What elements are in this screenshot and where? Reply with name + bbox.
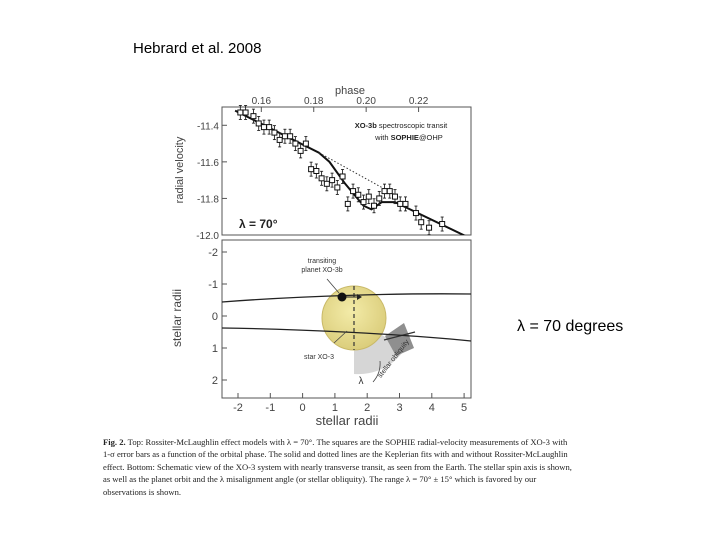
- top-ytick-label: -11.4: [197, 121, 219, 132]
- lambda-arc: [372, 360, 381, 383]
- planet-orbit-bottom: [221, 327, 472, 342]
- bottom-ylabel: stellar radii: [170, 289, 184, 347]
- rv-measurement: [412, 205, 419, 221]
- bottom-ytick-label: -1: [208, 279, 218, 291]
- spin-axis-tilted: [383, 331, 416, 341]
- rv-measurement: [376, 190, 383, 206]
- rv-measurement: [329, 172, 336, 188]
- bottom-ytick-label: -2: [208, 247, 218, 259]
- bottom-xtick-label: 3: [396, 402, 402, 414]
- top-ytick-label: -11.8: [197, 194, 219, 205]
- rv-measurement: [242, 105, 249, 120]
- rv-measurement: [339, 169, 346, 184]
- top-panel: phase 0.16 0.18 0.20 0.22 -11.4 -11.6 -11.8 -1…: [174, 85, 472, 242]
- rv-measurement: [323, 176, 330, 192]
- planet-orbit-top: [221, 293, 472, 303]
- rv-measurement: [302, 136, 309, 152]
- rv-measurement: [276, 132, 283, 148]
- orbit-arrow-head: [357, 294, 362, 300]
- bottom-ytick-label: 0: [212, 311, 218, 323]
- bottom-xtick-label: -2: [233, 402, 243, 414]
- rv-measurement: [308, 161, 315, 177]
- rv-measurement: [334, 180, 341, 195]
- rv-measurement: [391, 189, 398, 205]
- top-ytick-label: -12.0: [196, 231, 219, 242]
- planet-label-1: transiting: [308, 258, 337, 265]
- top-xtick-label: 0.20: [356, 96, 376, 107]
- top-ylabel: radial velocity: [174, 136, 186, 203]
- rv-measurement: [350, 183, 357, 199]
- bottom-xtick-label: 1: [332, 402, 338, 414]
- top-xtick-label: 0.16: [252, 96, 272, 107]
- top-xlabel: phase: [335, 85, 365, 97]
- star-pointer: [333, 330, 348, 344]
- top-ytick-label: -11.6: [197, 158, 219, 169]
- bottom-xtick-label: 2: [364, 402, 370, 414]
- caption-label: Fig. 2.: [103, 437, 126, 447]
- rv-measurement: [344, 196, 351, 212]
- rv-measurement: [386, 183, 393, 199]
- rv-measurement: [250, 108, 257, 124]
- annotation-line2: with SOPHIE@OHP: [374, 133, 443, 142]
- rv-measurement: [292, 136, 299, 152]
- figure-caption: Fig. 2. Top: Rossiter-McLaughlin effect …: [103, 436, 573, 498]
- bottom-xtick-label: -1: [265, 402, 275, 414]
- rv-measurement: [439, 216, 446, 232]
- spin-indicator: [385, 323, 414, 356]
- rv-measurement: [371, 198, 378, 214]
- planet-pointer: [326, 278, 340, 294]
- bottom-xtick-label: 0: [300, 402, 306, 414]
- rv-measurement: [255, 116, 262, 131]
- rv-measurement: [287, 128, 294, 144]
- rv-measurement: [271, 125, 278, 141]
- bottom-xtick-label: 5: [461, 402, 467, 414]
- bottom-xlabel: stellar radii: [316, 413, 379, 428]
- rv-measurement: [318, 170, 325, 186]
- slide-title: Hebrard et al. 2008: [133, 40, 262, 57]
- planet-xo3b: [337, 292, 347, 302]
- lambda-label: λ = 70 degrees: [517, 318, 624, 335]
- caption-text: Top: Rossiter-McLaughlin effect models w…: [103, 437, 572, 497]
- top-xtick-label: 0.18: [304, 96, 324, 107]
- bottom-ytick-label: 2: [212, 375, 218, 387]
- rv-measurement: [266, 119, 273, 135]
- rv-measurement: [402, 196, 409, 212]
- planet-label-2: planet XO-3b: [301, 267, 342, 274]
- bottom-panel: -2 -1 0 1 2 3 4 5 -2 -1 0 1 2 stellar radii stellar…: [170, 239, 472, 428]
- bottom-ytick-label: 1: [212, 343, 218, 355]
- bottom-xtick-label: 4: [429, 402, 435, 414]
- rv-measurement: [360, 194, 367, 210]
- rv-measurement: [297, 143, 304, 159]
- rv-measurement: [365, 189, 372, 205]
- top-xtick-label: 0.22: [409, 96, 429, 107]
- lambda-symbol: λ: [359, 376, 364, 387]
- rv-measurement: [313, 163, 320, 179]
- annotation-line1: XO-3b spectroscopic transit: [355, 121, 448, 130]
- lambda-note: λ = 70°: [239, 217, 278, 231]
- rv-measurement: [426, 220, 433, 236]
- keplerian-fit-line: [318, 152, 396, 196]
- rv-measurement: [418, 214, 425, 230]
- rv-measurement: [355, 187, 362, 203]
- star-label: star XO-3: [304, 354, 334, 361]
